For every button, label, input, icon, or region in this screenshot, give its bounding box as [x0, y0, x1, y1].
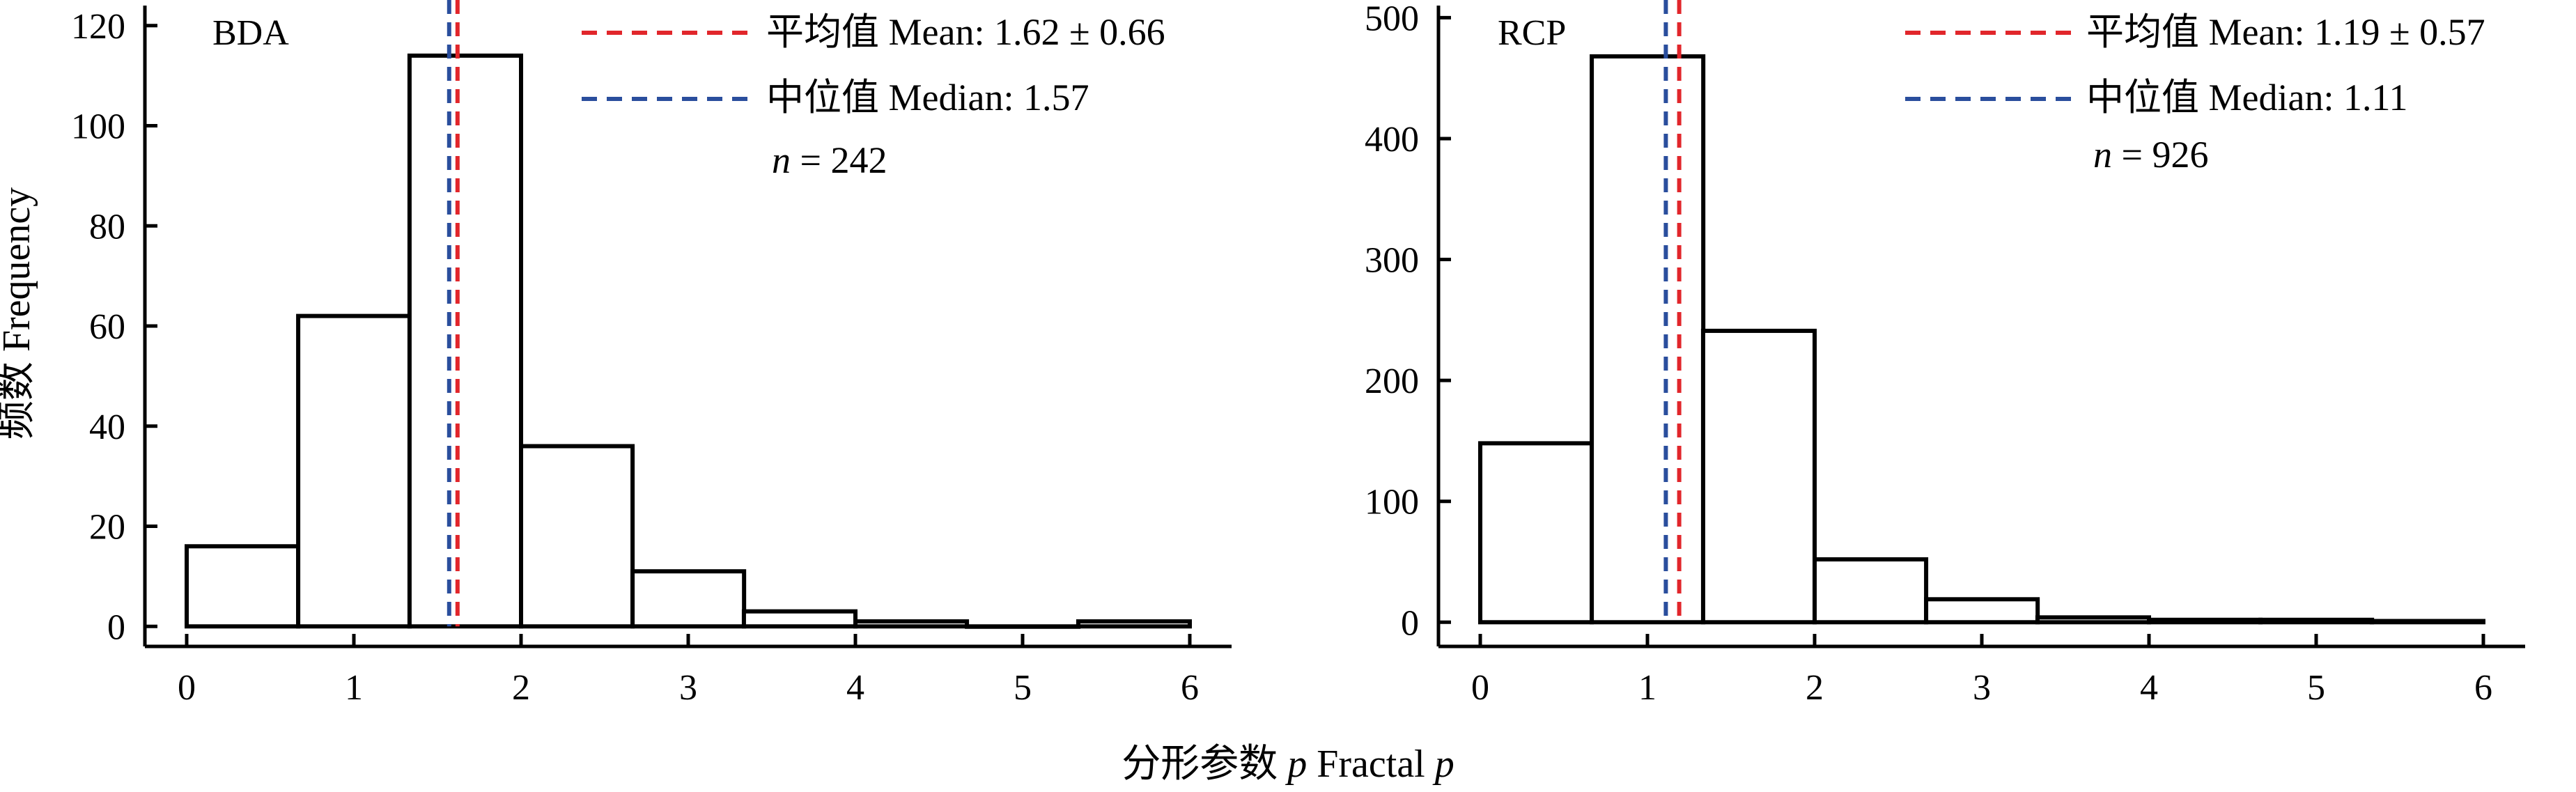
rcp-legend-n: n = 926 — [2093, 134, 2208, 176]
rcp-bar-1 — [1590, 54, 1706, 625]
rcp-legend: 平均值 Mean: 1.19 ± 0.57 中位值 Median: 1.11 n… — [1905, 11, 2485, 176]
rcp-bars — [1478, 54, 2485, 625]
bda-y-tick-label: 80 — [89, 207, 125, 247]
bda-axes: 0 20 40 60 80 100 120 0 1 2 3 4 5 6 — [71, 6, 1232, 708]
bda-x-tick-label: 2 — [512, 668, 530, 708]
rcp-reference-lines — [1663, 0, 1682, 623]
bda-x-tick-label: 6 — [1181, 668, 1199, 708]
rcp-x-tick-label: 5 — [2307, 668, 2325, 708]
bda-bar-8 — [1076, 619, 1193, 629]
rcp-bar-5 — [2035, 615, 2151, 625]
x-axis-title: 分形参数 p Fractal p — [1122, 743, 1454, 786]
rcp-bar-0 — [1478, 441, 1595, 625]
rcp-y-tick-label: 300 — [1365, 241, 1419, 281]
bda-panel-label: BDA — [212, 13, 289, 53]
bda-y-tick-label: 100 — [71, 107, 125, 147]
rcp-legend-mean-label: 平均值 Mean: 1.19 ± 0.57 — [2086, 11, 2485, 53]
bda-y-tick-label: 0 — [107, 607, 125, 647]
rcp-bar-2 — [1700, 328, 1817, 625]
bda-bar-6 — [853, 619, 970, 629]
rcp-x-tick-label: 0 — [1471, 668, 1489, 708]
rcp-x-tick-label: 1 — [1638, 668, 1656, 708]
bda-legend-n-value: = 242 — [791, 139, 887, 181]
rcp-legend-median-label: 中位值 Median: 1.11 — [2086, 77, 2407, 118]
rcp-x-tick-label: 4 — [2140, 668, 2158, 708]
rcp-bar-6 — [2147, 617, 2263, 625]
rcp-bar-4 — [1924, 597, 2040, 625]
bda-bars — [185, 53, 1193, 629]
x-axis-title-p2: p — [1432, 743, 1454, 786]
bda-y-tick-label: 60 — [89, 307, 125, 347]
bda-y-tick-label: 120 — [71, 7, 125, 47]
bda-bar-3 — [519, 444, 635, 629]
bda-x-tick-label: 1 — [345, 668, 363, 708]
x-axis-title-middle: Fractal — [1307, 743, 1434, 786]
rcp-y-tick-label: 0 — [1401, 603, 1419, 643]
rcp-y-tick-label: 400 — [1365, 120, 1419, 160]
bda-x-tick-label: 4 — [846, 668, 864, 708]
rcp-legend-n-value: = 926 — [2112, 134, 2208, 176]
bda-bar-2 — [407, 53, 523, 629]
rcp-x-tick-label: 2 — [1806, 668, 1824, 708]
bda-y-tick-label: 20 — [89, 508, 125, 548]
rcp-axes: 0 100 200 300 400 500 0 1 2 3 4 5 6 — [1365, 0, 2525, 708]
bda-bar-4 — [630, 569, 747, 629]
bda-reference-lines — [447, 0, 460, 627]
bda-legend-n-symbol: n — [772, 139, 791, 181]
bda-legend-n: n = 242 — [772, 139, 887, 181]
bda-bar-5 — [741, 609, 858, 629]
x-axis-title-prefix: 分形参数 — [1122, 743, 1287, 786]
rcp-panel-label: RCP — [1498, 13, 1566, 53]
bda-legend-mean-label: 平均值 Mean: 1.62 ± 0.66 — [766, 11, 1165, 53]
bda-x-tick-label: 5 — [1014, 668, 1032, 708]
bda-panel: 0 20 40 60 80 100 120 0 1 2 3 4 5 6 BDA 平均值 Mean: 1.6… — [71, 0, 1232, 708]
rcp-x-tick-label: 6 — [2474, 668, 2492, 708]
bda-bar-7 — [965, 624, 1081, 629]
bda-x-tick-label: 3 — [679, 668, 697, 708]
rcp-y-tick-label: 200 — [1365, 362, 1419, 401]
rcp-y-tick-label: 500 — [1365, 0, 1419, 38]
rcp-panel: 0 100 200 300 400 500 0 1 2 3 4 5 6 RCP 平均值 Mean: 1.… — [1365, 0, 2525, 708]
bda-bar-0 — [185, 544, 301, 629]
x-axis-title-p1: p — [1285, 743, 1307, 786]
rcp-bar-7 — [2258, 617, 2375, 625]
bda-legend-median-label: 中位值 Median: 1.57 — [766, 77, 1089, 118]
rcp-bar-8 — [2369, 619, 2485, 625]
rcp-x-tick-label: 3 — [1973, 668, 1991, 708]
rcp-y-tick-label: 100 — [1365, 483, 1419, 522]
bda-x-tick-label: 0 — [178, 668, 196, 708]
rcp-bar-3 — [1813, 557, 1929, 625]
bda-bar-1 — [296, 313, 412, 629]
rcp-legend-n-symbol: n — [2093, 134, 2112, 176]
bda-legend: 平均值 Mean: 1.62 ± 0.66 中位值 Median: 1.57 n… — [582, 11, 1165, 181]
bda-y-tick-label: 40 — [89, 407, 125, 447]
y-axis-title: 频数 Frequency — [0, 187, 38, 440]
